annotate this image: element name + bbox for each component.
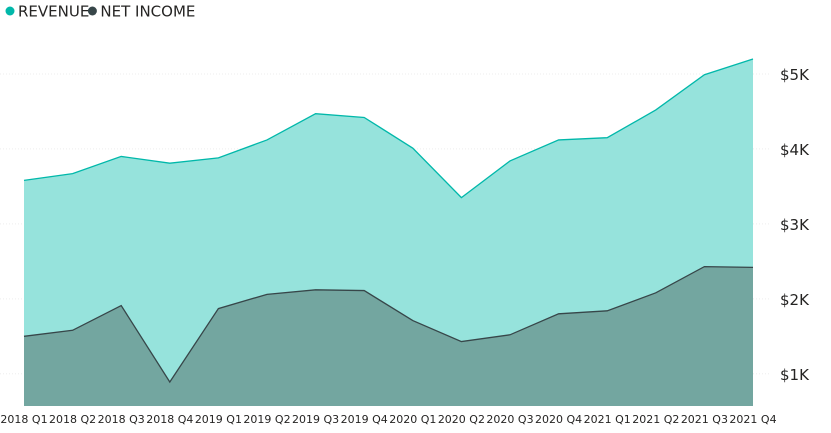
x-tick-label: 2021 Q3 (681, 413, 728, 426)
y-tick-label: $1K (780, 366, 810, 384)
y-axis: $1K $2K $3K $4K $5K (780, 66, 810, 384)
y-tick-label: $4K (780, 141, 810, 159)
legend-marker (6, 7, 15, 16)
legend-marker (88, 7, 97, 16)
x-tick-label: 2019 Q2 (243, 413, 290, 426)
legend-item-net-income[interactable]: NET INCOME (88, 3, 195, 21)
legend: REVENUE NET INCOME (6, 3, 196, 21)
series-areas (24, 59, 753, 406)
y-tick-label: $2K (780, 291, 810, 309)
x-tick-label: 2018 Q2 (49, 413, 96, 426)
x-tick-label: 2020 Q3 (486, 413, 533, 426)
x-tick-label: 2018 Q1 (0, 413, 47, 426)
x-tick-label: 2019 Q4 (341, 413, 388, 426)
x-tick-label: 2020 Q4 (535, 413, 582, 426)
legend-label: REVENUE (18, 3, 89, 21)
x-tick-label: 2019 Q3 (292, 413, 339, 426)
y-tick-label: $5K (780, 66, 810, 84)
x-tick-label: 2021 Q2 (632, 413, 679, 426)
x-tick-label: 2018 Q4 (146, 413, 193, 426)
x-tick-label: 2019 Q1 (195, 413, 242, 426)
x-tick-label: 2020 Q2 (438, 413, 485, 426)
x-tick-label: 2021 Q1 (584, 413, 631, 426)
y-tick-label: $3K (780, 216, 810, 234)
legend-label: NET INCOME (100, 3, 195, 21)
x-tick-label: 2020 Q1 (389, 413, 436, 426)
legend-item-revenue[interactable]: REVENUE (6, 3, 90, 21)
x-tick-label: 2021 Q4 (729, 413, 776, 426)
x-tick-label: 2018 Q3 (98, 413, 145, 426)
